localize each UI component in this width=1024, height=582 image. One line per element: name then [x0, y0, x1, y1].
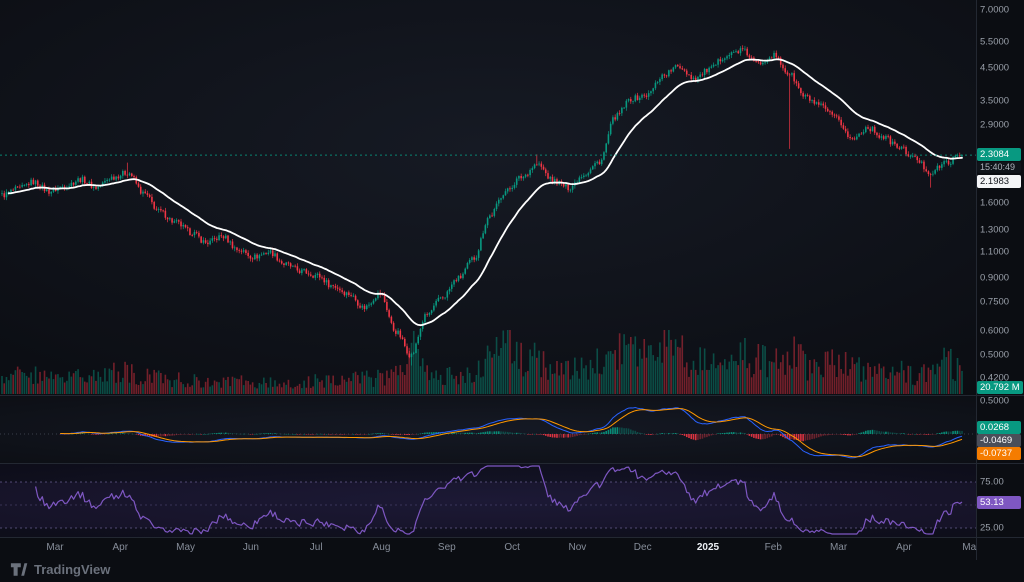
macd-histogram-badge: 0.0268 [977, 421, 1021, 434]
rsi-value-badge: 53.13 [977, 496, 1021, 509]
volume-value-badge: 20.792 M [977, 381, 1023, 394]
ma-value-badge: 2.1983 [977, 175, 1021, 188]
tradingview-logo-text: TradingView [34, 562, 111, 577]
tradingview-logo[interactable]: TradingView [10, 562, 110, 577]
tradingview-logo-icon [10, 563, 28, 576]
current-price-badge: 2.3084 [977, 148, 1021, 161]
macd-signal-badge: -0.0737 [977, 447, 1021, 460]
macd-line-badge: -0.0469 [977, 434, 1021, 447]
countdown-badge: 15:40:49 [977, 162, 1021, 173]
